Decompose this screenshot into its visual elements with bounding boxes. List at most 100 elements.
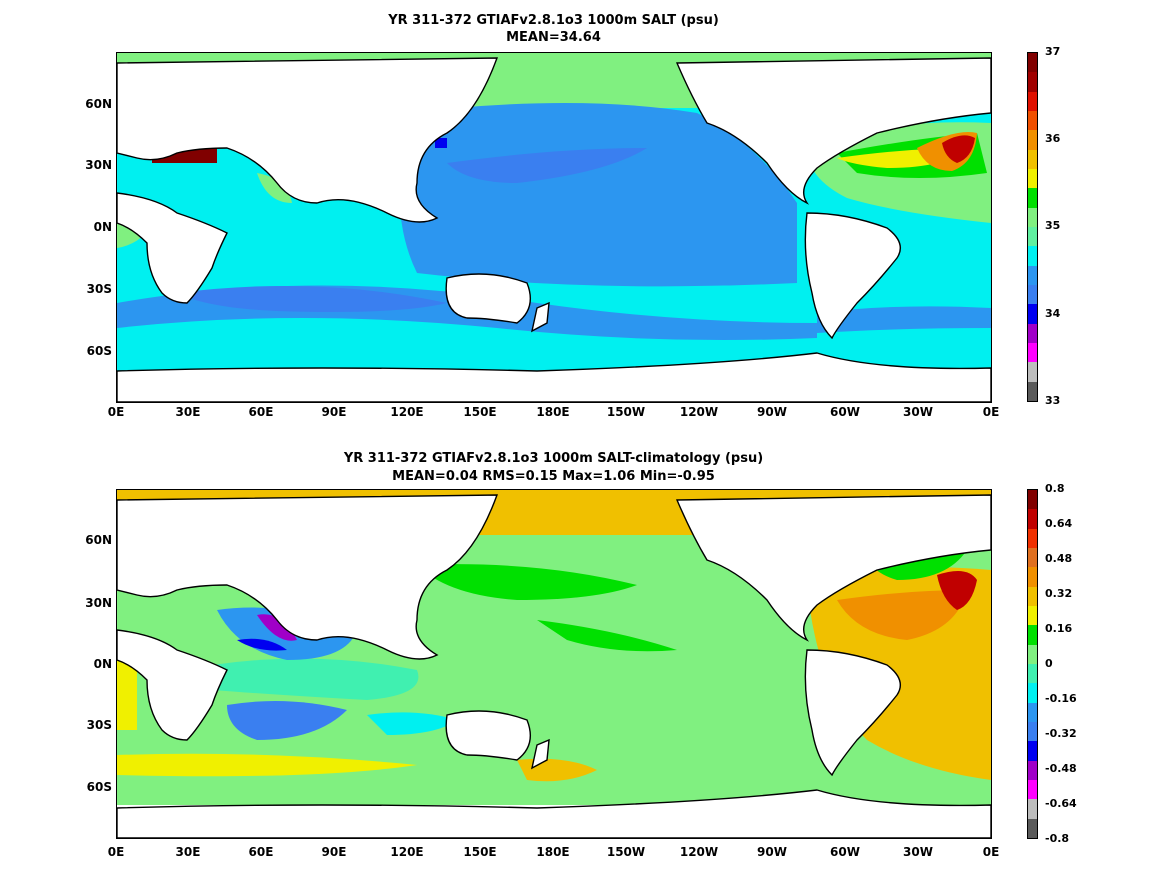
map2-australia [445,710,531,761]
map1-ylabel-60s: 60S [86,344,112,358]
map2-field [117,490,991,838]
map1-plot-area [116,52,992,403]
colorbar-swatch [1028,323,1037,343]
colorbar-swatch [1028,624,1037,645]
colorbar-swatch [1028,361,1037,382]
map2-s-ocean-yellow [117,753,417,777]
map2-pacific-green [417,564,637,600]
map1-eurasia [117,57,499,223]
map1-title-line2: MEAN=34.64 [506,30,601,45]
map2-indian-teal [212,658,419,700]
colorbar-swatch [1028,265,1037,285]
map2-atlantic-orange [837,590,967,640]
map1-colorbar-label: 36 [1045,132,1061,145]
map2-xlabel: 90E [321,845,347,859]
colorbar-swatch [1028,663,1037,684]
map1-ylabel-30n: 30N [85,158,112,172]
map2-xlabel: 150E [463,845,497,859]
map1-xlabel: 0E [107,405,125,419]
colorbar-swatch [1028,586,1037,606]
map1-ylabel-30s: 30S [86,282,112,296]
colorbar-swatch [1028,528,1037,548]
map2-colorbar-label: -0.16 [1045,692,1077,705]
map1-antarctic-coast [117,352,991,402]
colorbar-swatch [1028,605,1037,626]
map1-xlabel: 30W [903,405,933,419]
map2-colorbar-label: 0 [1045,657,1053,670]
map2-xlabel: 0E [982,845,1000,859]
map2-colorbar-label: -0.8 [1045,832,1070,845]
map2-north-america [675,494,991,642]
map2-plot-area [116,489,992,839]
colorbar-swatch [1028,508,1037,529]
map1-xlabel: 60E [248,405,274,419]
map1-pacific-fresh [399,103,797,287]
colorbar-swatch [1028,381,1037,401]
colorbar-swatch [1028,226,1037,247]
map2-south-america [804,649,901,777]
map1-colorbar [1027,52,1038,402]
map2-continents [117,494,991,838]
map2-colorbar-label: 0.16 [1045,622,1073,635]
map1-xlabel: 150E [463,405,497,419]
colorbar-swatch [1028,168,1037,189]
map2-xlabel: 30W [903,845,933,859]
colorbar-swatch [1028,342,1037,363]
colorbar-swatch [1028,110,1037,131]
map2-xlabel: 150W [606,845,646,859]
map2-xlabel: 180E [536,845,570,859]
map2-colorbar-label: -0.32 [1045,727,1077,740]
map2-xlabel: 120E [390,845,424,859]
map2-colorbar-label: -0.48 [1045,762,1077,775]
map1-xlabel: 60W [830,405,860,419]
map1-colorbar-label: 37 [1045,45,1061,58]
colorbar-swatch [1028,284,1037,305]
map1-title-line1: YR 311-372 GTIAFv2.8.1o3 1000m SALT (psu… [388,13,719,28]
map2-colorbar-label: 0.64 [1045,517,1073,530]
colorbar-swatch [1028,303,1037,324]
colorbar-swatch [1028,760,1037,780]
map2-ylabel-30n: 30N [85,596,112,610]
colorbar-swatch [1028,702,1037,722]
colorbar-swatch [1028,129,1037,150]
map2-ylabel-30s: 30S [86,718,112,732]
map2-colorbar-label: 0.48 [1045,552,1073,565]
map2-title-line2: MEAN=0.04 RMS=0.15 Max=1.06 Min=-0.95 [392,469,715,484]
map2-colorbar [1027,489,1038,839]
map2-xlabel: 60E [248,845,274,859]
map1-new-zealand [530,301,550,333]
map2-title-line1: YR 311-372 GTIAFv2.8.1o3 1000m SALT-clim… [343,451,764,466]
colorbar-swatch [1028,818,1037,838]
map2-sw-indian-blue [227,701,347,740]
map1-med-core [942,135,975,163]
colorbar-swatch [1028,779,1037,800]
map1-colorbar-label: 34 [1045,307,1061,320]
map2-xlabel: 60W [830,845,860,859]
map1-atl-aaiw [817,306,991,333]
map2-colorbar-label: 0.32 [1045,587,1073,600]
colorbar-swatch [1028,566,1037,587]
map1-xlabel: 180E [536,405,570,419]
map1-xlabel: 90E [321,405,347,419]
colorbar-swatch [1028,547,1037,568]
map1-xlabel: 120E [390,405,424,419]
colorbar-swatch [1028,52,1037,73]
colorbar-swatch [1028,207,1037,227]
map2-xlabel: 90W [757,845,787,859]
map1-xlabel: 90W [757,405,787,419]
colorbar-swatch [1028,682,1037,703]
colorbar-swatch [1028,489,1037,510]
map1-south-america [804,212,901,340]
map2-ylabel-60s: 60S [86,780,112,794]
map2-colorbar-label: 0.8 [1045,482,1065,495]
map2-new-zealand [530,738,550,770]
map2-ylabel-60n: 60N [85,533,112,547]
map2-arabian-purple [257,614,297,641]
map2-med-outflow [937,571,977,610]
map1-colorbar-label: 35 [1045,219,1061,232]
colorbar-swatch [1028,644,1037,664]
colorbar-swatch [1028,149,1037,169]
map1-japan-sea [435,138,447,148]
map2-xlabel: 30E [175,845,201,859]
map1-xlabel: 120W [679,405,719,419]
